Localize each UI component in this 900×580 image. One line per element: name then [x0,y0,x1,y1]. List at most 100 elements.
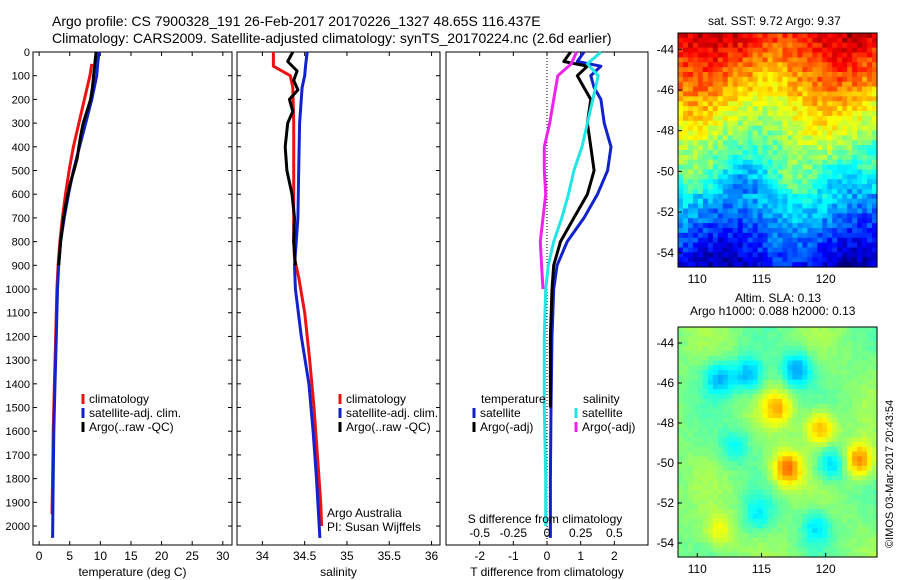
map-cell [742,403,749,410]
map-cell [857,111,863,117]
map-cell [832,262,838,268]
map-x-tick-label: 110 [688,562,707,576]
map-cell [692,480,699,486]
map-cell [787,518,794,525]
map-cell [782,101,789,107]
map-cell [717,135,724,141]
map-cell [692,389,699,395]
map-cell [727,111,734,117]
map-cell [732,232,739,239]
map-cell [807,125,813,132]
map-cell [762,193,769,200]
map-cell [782,413,789,419]
x-axis-label: T difference from climatology [470,565,624,579]
map-cell [702,135,709,141]
map-cell [822,252,828,258]
map-cell [687,341,694,347]
map-cell [872,120,878,127]
map-cell [847,528,853,534]
map-cell [717,509,724,515]
map-cell [678,422,684,429]
map-cell [842,413,848,419]
map-cell [832,242,838,249]
map-cell [742,465,749,472]
map-cell [732,228,739,234]
map-cell [852,159,858,166]
map-cell [767,403,774,410]
map-cell [797,408,803,414]
map-cell [687,528,694,534]
map-cell [867,451,873,457]
map-cell [687,437,694,443]
map-cell [872,451,878,457]
map-cell [678,432,684,438]
map-cell [702,470,709,477]
map-cell [682,374,689,381]
map-cell [812,67,818,73]
map-cell [702,422,709,429]
map-cell [792,179,798,185]
map-cell [862,154,868,161]
map-cell [772,331,779,338]
map-cell [822,193,828,200]
map-cell [702,552,709,558]
map-cell [742,228,749,234]
map-cell [767,523,774,529]
map-cell [702,327,709,333]
map-cell [782,384,789,390]
map-cell [817,389,823,395]
map-y-tick-label: -46 [657,376,675,390]
map-cell [812,257,818,263]
map-cell [727,232,734,239]
map-cell [747,140,754,146]
map-cell [837,130,843,136]
map-cell [727,179,734,185]
map-cell [827,413,833,419]
map-cell [707,42,714,49]
map-cell [678,418,684,424]
map-cell [782,504,789,510]
map-cell [702,542,709,549]
map-cell [678,232,684,239]
map-cell [717,252,724,258]
map-cell [682,432,689,438]
map-cell [702,413,709,419]
map-cell [702,346,709,352]
map-cell [682,145,689,151]
map-cell [722,394,729,400]
map-cell [752,179,759,185]
map-cell [737,169,744,175]
map-cell [742,446,749,453]
map-cell [732,384,739,390]
map-cell [707,494,714,501]
map-cell [752,213,759,219]
map-cell [802,57,808,63]
map-cell [747,465,754,472]
map-cell [762,96,769,102]
map-cell [807,509,813,515]
map-cell [817,446,823,453]
map-cell [687,96,694,102]
map-cell [727,154,734,161]
map-cell [747,461,754,467]
map-cell [737,379,744,386]
map-cell [772,374,779,381]
map-cell [857,208,863,214]
map-cell [712,331,719,338]
map-cell [722,365,729,371]
map-cell [762,91,769,97]
map-cell [722,418,729,424]
map-cell [847,150,853,156]
map-cell [852,374,858,381]
map-cell [772,150,779,156]
map-cell [857,523,863,529]
map-cell [682,228,689,234]
map-cell [807,115,813,122]
map-cell [787,169,794,175]
map-cell [682,57,689,63]
map-cell [678,262,684,268]
map-cell [772,336,779,342]
map-cell [747,336,754,342]
map-cell [707,154,714,161]
map-cell [862,208,868,214]
